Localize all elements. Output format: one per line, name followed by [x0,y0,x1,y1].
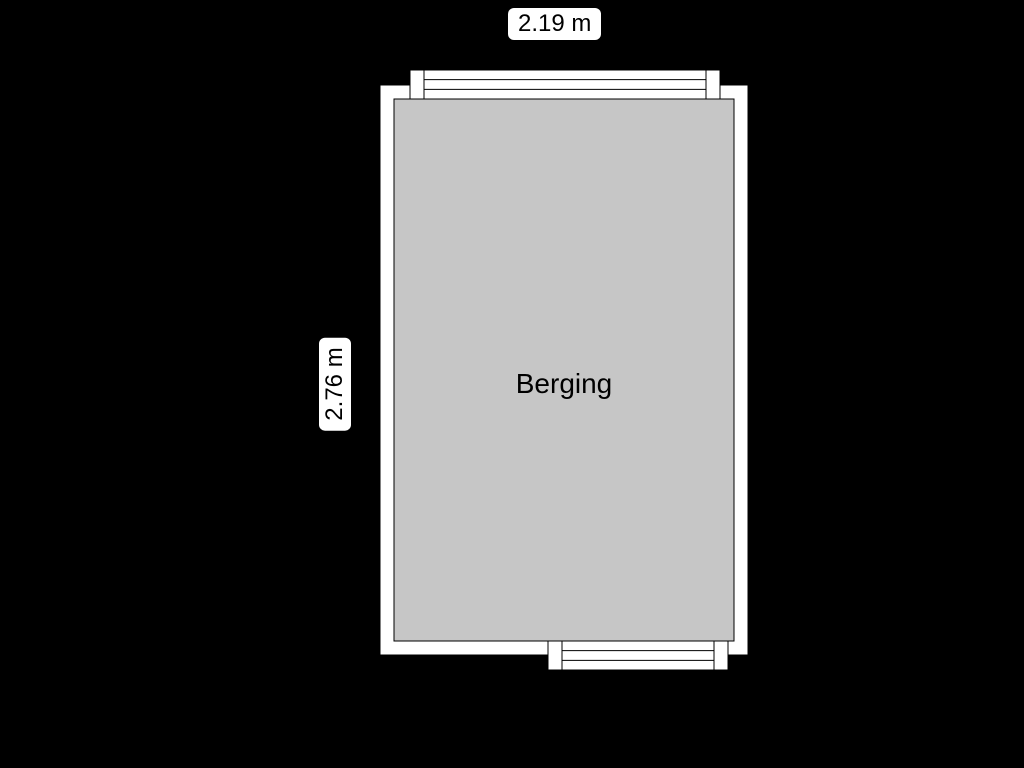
room-label-berging: Berging [516,368,613,400]
dimension-height-label: 2.76 m [319,337,351,430]
bottom-window [548,641,728,670]
floorplan-svg [0,0,1024,768]
top-window [410,70,720,99]
dimension-width-label: 2.19 m [508,8,601,40]
